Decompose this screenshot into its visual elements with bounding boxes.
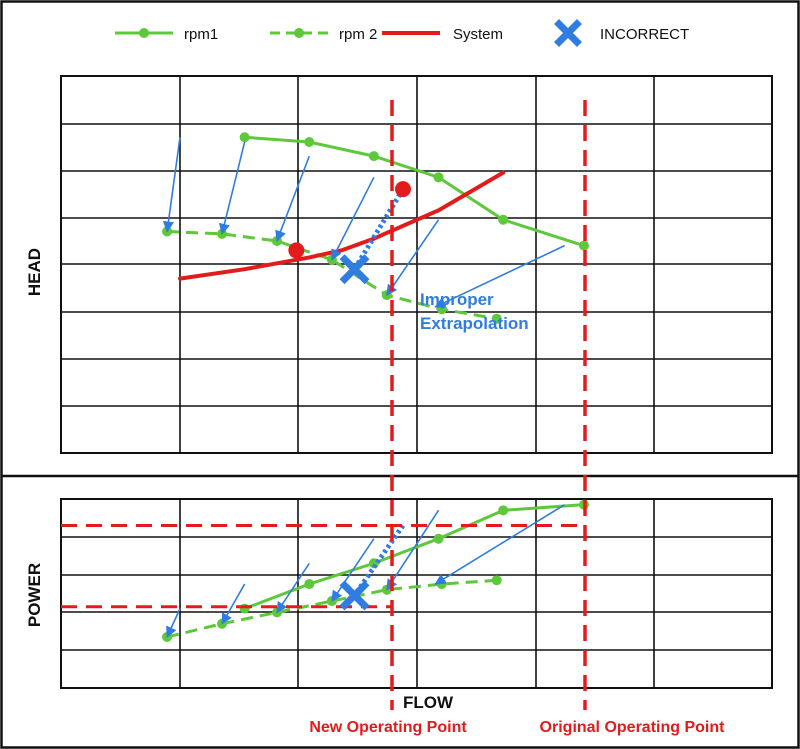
head-panel: Improper Extrapolation	[60, 75, 773, 454]
head-rpm1-point-0	[239, 132, 250, 143]
power-affinity-arrow-0	[166, 608, 181, 638]
flow-axis-label: FLOW	[403, 693, 454, 712]
head-original-operating-point	[394, 181, 411, 198]
power-rpm2-point-6	[491, 575, 502, 586]
head-annotation: Improper Extrapolation	[420, 290, 529, 333]
legend-marker-incorrect	[554, 19, 582, 47]
head-incorrect-marker	[339, 254, 370, 285]
power-affinity-arrow-2	[276, 562, 310, 614]
power-plot-area	[60, 498, 773, 689]
head-annotation-line-1: Extrapolation	[420, 314, 529, 333]
head-rpm1-point-3	[433, 172, 444, 183]
legend-marker-rpm1	[139, 28, 149, 38]
head-affinity-arrow-1	[218, 141, 246, 235]
head-rpm1-line	[244, 135, 585, 248]
head-system-curve	[178, 170, 506, 281]
power-panel	[60, 498, 773, 689]
power-incorrect-marker-stroke-b	[339, 580, 370, 611]
head-axis-label: HEAD	[25, 248, 44, 296]
head-rpm1-point-2	[368, 151, 379, 162]
power-rpm2-line	[166, 578, 497, 639]
head-affinity-arrow-3	[331, 176, 375, 261]
head-affinity-arrow-5	[434, 244, 565, 308]
legend-label-incorrect: INCORRECT	[600, 26, 689, 43]
power-axis-label: POWER	[25, 563, 44, 627]
power-rpm1-point-4	[498, 505, 509, 516]
legend-item-system: System	[382, 26, 503, 43]
power-affinity-arrow-4	[386, 509, 440, 591]
legend-label-rpm2: rpm 2	[339, 26, 377, 43]
legend-item-rpm2: rpm 2	[270, 26, 377, 43]
head-rpm1-point-4	[498, 214, 509, 225]
head-annotation-line-0: Improper	[420, 290, 494, 309]
power-rpm1-point-3	[433, 533, 444, 544]
power-rpm1-line	[244, 503, 585, 611]
head-plot-area	[60, 75, 773, 454]
power-rpm1-point-1	[304, 579, 315, 590]
power-affinity-arrow-5	[434, 503, 566, 585]
power-affinity-arrow-1	[221, 583, 246, 625]
head-incorrect-marker-stroke-b	[339, 254, 370, 285]
power-rpm1-point-0	[239, 603, 250, 614]
head-rpm1-point-5	[578, 240, 589, 251]
head-new-operating-point	[288, 242, 305, 259]
head-affinity-arrow-2	[275, 155, 311, 242]
legend-marker-rpm2	[294, 28, 304, 38]
legend-marker-incorrect-stroke-b	[554, 19, 582, 47]
legend-label-system: System	[453, 26, 503, 43]
head-rpm1-point-1	[304, 136, 315, 147]
legend-label-rpm1: rpm1	[184, 26, 218, 43]
head-improper-extrapolation-line	[352, 187, 406, 271]
legend-item-rpm1: rpm1	[115, 26, 218, 43]
power-affinity-arrow-3	[331, 538, 375, 602]
head-affinity-arrow-0	[162, 137, 181, 233]
legend: rpm1 rpm 2 System INCORRECT	[115, 19, 689, 47]
new-operating-point-label: New Operating Point	[309, 719, 467, 736]
head-rpm2-point-6	[491, 313, 502, 324]
power-improper-extrapolation-line	[352, 524, 406, 597]
power-incorrect-marker	[339, 580, 370, 611]
legend-item-incorrect: INCORRECT	[554, 19, 689, 47]
original-operating-point-label: Original Operating Point	[540, 719, 726, 736]
head-affinity-arrow-4	[386, 219, 440, 297]
